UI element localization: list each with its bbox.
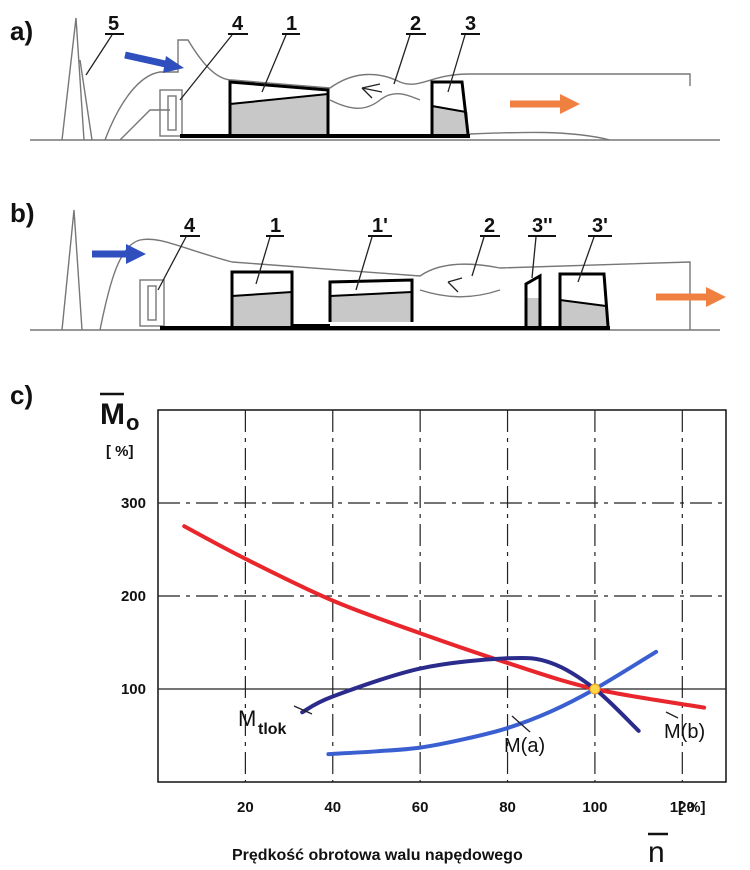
gearbox-inner <box>167 95 177 131</box>
engine-outline-top-b <box>231 261 691 330</box>
leader-b-4 <box>157 236 187 291</box>
leader-b-1 <box>255 236 271 285</box>
label-a-2: 2 <box>410 13 421 35</box>
leader-mtlok <box>293 705 313 715</box>
panel-a: a) 5 4 1 <box>10 13 720 141</box>
panel-b-tag: b) <box>10 198 35 228</box>
leader-ma <box>511 715 531 733</box>
propeller-blade-2 <box>79 59 93 141</box>
label-mb: M(b) <box>664 721 705 743</box>
engine-outline-front <box>104 39 233 141</box>
grid <box>158 410 726 782</box>
turbine-3-fill <box>432 106 468 134</box>
turbine-3pp <box>524 273 542 326</box>
combustor-outline-b <box>419 289 501 298</box>
compressor-1-fill <box>230 94 328 134</box>
gearbox-b <box>139 279 165 327</box>
intake-arrow <box>124 51 171 69</box>
label-ma: M(a) <box>504 735 545 757</box>
turbine-3p-fill <box>560 300 608 326</box>
engine-outline-tail <box>469 131 611 141</box>
label-a-3: 3 <box>465 13 476 35</box>
intersection-point <box>589 683 601 695</box>
gearbox-inner-b <box>147 285 157 321</box>
label-b-3pp: 3'' <box>532 215 553 237</box>
label-mtlok-sub: tlok <box>258 721 287 738</box>
curve-ma <box>326 649 659 757</box>
label-a-5: 5 <box>108 13 119 35</box>
flame-arrows-b <box>447 277 463 293</box>
compressor-1-b <box>230 270 294 326</box>
compressor-1p-divider <box>329 291 413 297</box>
curves <box>182 524 707 757</box>
flame-arrows <box>361 83 383 99</box>
x-tick-label: 60 <box>412 799 429 816</box>
y-ticks: 100 200 300 <box>121 495 146 698</box>
compressor-1-divider-b <box>231 291 293 297</box>
engine-outline-front-b <box>99 238 233 331</box>
x-tick-label: 80 <box>499 799 516 816</box>
leader-b-2 <box>471 236 485 277</box>
x-ticks: 20 40 60 80 100 120 <box>237 799 695 816</box>
compressor-1-divider <box>229 93 329 105</box>
leader-a-3 <box>447 34 466 93</box>
intake-arrow-head <box>163 56 184 73</box>
x-unit: [ %] <box>678 799 706 816</box>
engine-outline-top <box>231 73 691 89</box>
compressor-1 <box>228 80 330 134</box>
propeller-blade <box>61 17 85 141</box>
y-tick-label: 200 <box>121 588 146 605</box>
intake-arrow-head-b <box>126 244 146 264</box>
x-tick-label: 20 <box>237 799 254 816</box>
leader-mb <box>665 711 679 719</box>
panel-c-tag: c) <box>10 380 33 410</box>
label-a-1: 1 <box>286 13 297 35</box>
label-b-1: 1 <box>270 215 281 237</box>
label-a-4: 4 <box>232 13 244 35</box>
exhaust-arrow-head <box>560 94 580 114</box>
x-tick-label: 40 <box>324 799 341 816</box>
exhaust-arrow-head-b <box>706 287 726 307</box>
label-b-1p: 1' <box>372 215 388 237</box>
propeller-blade-b <box>61 209 83 331</box>
x-title: Prędkość obrotowa walu napędowego <box>232 847 523 864</box>
gearbox <box>159 89 183 137</box>
x-symbol: n <box>648 836 665 869</box>
label-mtlok: M <box>238 706 256 731</box>
compressor-1p <box>328 278 414 322</box>
leader-b-3pp <box>531 236 537 279</box>
leader-b-1p <box>355 236 373 291</box>
x-tick-label: 120 <box>670 799 695 816</box>
x-tick-label: 100 <box>582 799 607 816</box>
label-b-2: 2 <box>484 215 495 237</box>
compressor-1p-fill <box>330 292 412 322</box>
y-unit: [ %] <box>106 443 134 460</box>
panel-c: c) M o [ %] 100 200 300 20 40 60 80 100 120 M t… <box>10 380 727 869</box>
gearbox-outline <box>119 109 170 141</box>
leader-a-1 <box>261 34 287 93</box>
leader-a-4 <box>179 34 233 101</box>
turbine-3 <box>430 80 470 135</box>
turbine-3p-divider <box>559 299 607 307</box>
turbine-3pp-fill <box>526 298 540 326</box>
label-b-4: 4 <box>184 215 196 237</box>
y-title-sub: o <box>126 410 139 435</box>
y-tick-label: 300 <box>121 495 146 512</box>
y-tick-label: 100 <box>121 681 146 698</box>
leader-b-3p <box>577 236 595 283</box>
leader-a-2 <box>393 34 411 85</box>
panel-b: b) 4 1 1' <box>10 198 726 331</box>
compressor-1-fill-b <box>232 292 292 326</box>
label-b-3p: 3' <box>592 215 608 237</box>
panel-a-tag: a) <box>10 16 33 46</box>
combustor-outline <box>329 92 421 109</box>
curve-mo <box>182 524 707 710</box>
leader-a-5 <box>85 34 113 76</box>
y-title: M <box>100 398 125 431</box>
turbine-3-divider <box>431 105 467 113</box>
